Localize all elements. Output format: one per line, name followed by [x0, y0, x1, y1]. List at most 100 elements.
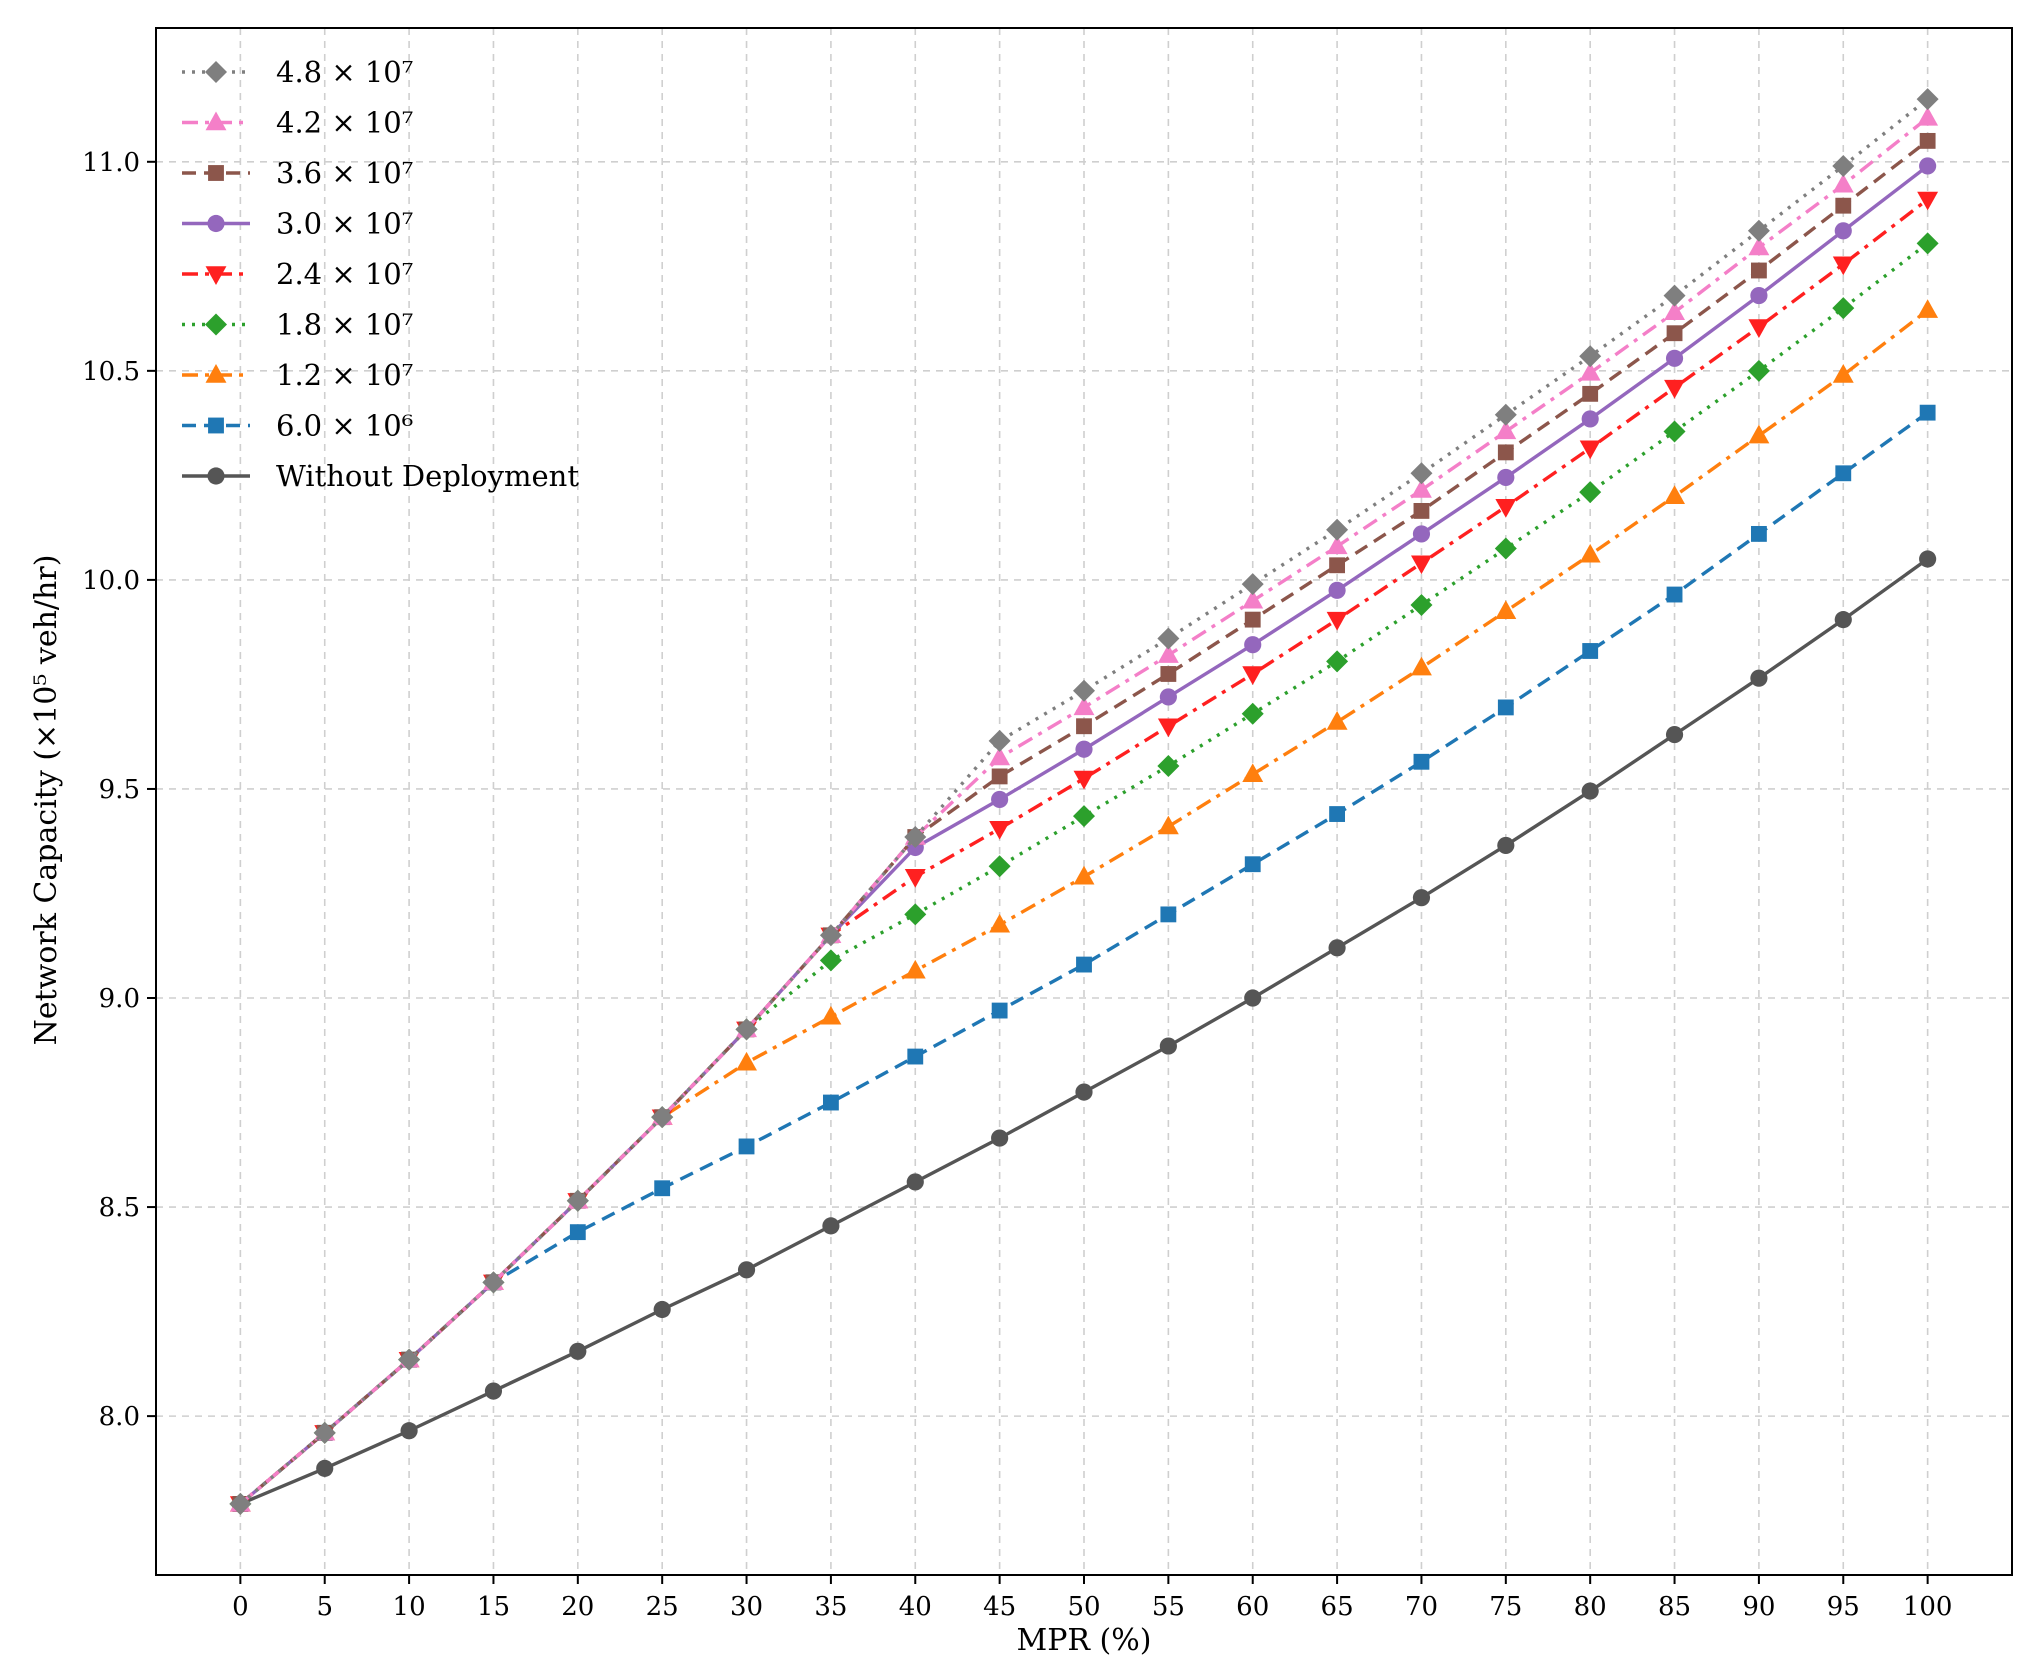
data-point: [1832, 154, 1855, 177]
data-point: [1157, 815, 1179, 835]
data-point: [906, 1173, 924, 1191]
data-point: [1411, 656, 1432, 676]
data-point: [1326, 611, 1348, 631]
x-tick-label: 30: [730, 1592, 763, 1622]
data-point: [1244, 856, 1261, 873]
axis-ticks: 0 5 10 15 20 25 30 35 40 45 50 55 60 65 70 75 80 85 90 95 10…: [82, 148, 1952, 1622]
series-layer: [229, 88, 1939, 1515]
series-0: [229, 88, 1939, 1515]
legend-entry: 1.8 × 10⁷: [182, 308, 413, 342]
data-point: [1750, 669, 1768, 687]
data-point: [1495, 499, 1517, 518]
data-point: [654, 1180, 671, 1197]
legend-entry: 3.6 × 10⁷: [182, 156, 413, 190]
data-point: [1410, 593, 1433, 616]
data-point: [737, 1261, 756, 1279]
data-point: [653, 1300, 671, 1319]
data-point: [991, 1129, 1009, 1147]
data-point: [1073, 865, 1095, 885]
data-point: [1073, 679, 1095, 702]
data-point: [991, 768, 1008, 785]
data-point: [484, 1382, 503, 1400]
data-point: [1495, 420, 1517, 440]
legend-label: 2.4 × 10⁷: [276, 257, 413, 291]
legend-marker: [208, 417, 224, 434]
data-point: [1157, 754, 1180, 777]
data-point: [1328, 581, 1346, 599]
legend-label: 4.2 × 10⁷: [276, 106, 413, 140]
data-point: [1750, 525, 1767, 542]
data-point: [1916, 232, 1939, 255]
legend-entry: 3.0 × 10⁷: [182, 207, 413, 241]
data-point: [1582, 643, 1599, 659]
data-point: [1832, 297, 1855, 320]
data-point: [1666, 325, 1683, 342]
data-point: [1073, 696, 1095, 716]
legend-entry: 6.0 × 10⁶: [182, 409, 413, 443]
data-point: [904, 869, 926, 888]
data-point: [229, 1492, 252, 1515]
data-point: [820, 1005, 842, 1025]
data-point: [1834, 222, 1852, 240]
legend-label: 1.8 × 10⁷: [276, 308, 413, 342]
data-point: [1832, 256, 1854, 276]
legend-label: 3.0 × 10⁷: [276, 207, 413, 241]
data-point: [1917, 106, 1939, 126]
legend-entry: 2.4 × 10⁷: [182, 257, 413, 291]
data-point: [1832, 173, 1854, 193]
grid: [156, 28, 2012, 1575]
data-point: [1073, 770, 1095, 790]
x-tick-label: 70: [1405, 1592, 1438, 1622]
data-point: [904, 826, 927, 849]
x-tick-label: 35: [814, 1592, 847, 1622]
data-point: [1916, 88, 1939, 111]
data-point: [736, 1051, 757, 1071]
legend-marker: [205, 61, 227, 83]
data-point: [1076, 718, 1092, 735]
data-point: [1159, 688, 1177, 706]
y-tick-label: 10.0: [82, 566, 140, 596]
legend-marker: [208, 165, 224, 181]
data-point: [651, 1106, 674, 1129]
x-tick-label: 5: [316, 1592, 333, 1622]
data-point: [1411, 555, 1432, 575]
data-point: [1748, 319, 1770, 338]
data-point: [1579, 481, 1602, 504]
data-point: [1329, 806, 1346, 822]
data-point: [1076, 956, 1092, 973]
x-tick-label: 65: [1321, 1592, 1354, 1622]
data-point: [1832, 364, 1854, 383]
data-point: [1157, 644, 1179, 663]
data-point: [398, 1348, 421, 1371]
series-line: [239, 97, 1929, 1506]
legend-marker: [205, 313, 227, 336]
data-point: [1410, 462, 1433, 485]
legend-entry: 4.8 × 10⁷: [182, 55, 413, 89]
legend-label: 6.0 × 10⁶: [276, 409, 413, 443]
data-point: [1160, 906, 1177, 923]
data-point: [1241, 573, 1264, 596]
data-point: [1582, 385, 1599, 402]
data-point: [1160, 666, 1177, 682]
data-point: [1326, 535, 1348, 555]
data-point: [822, 1217, 840, 1235]
data-point: [1748, 236, 1770, 256]
data-point: [1579, 440, 1601, 460]
data-point: [1664, 301, 1685, 321]
data-point: [819, 924, 842, 947]
data-point: [1242, 666, 1264, 685]
data-point: [1073, 805, 1095, 828]
y-tick-label: 11.0: [82, 148, 140, 178]
legend-entry: 1.2 × 10⁷: [182, 358, 413, 392]
data-point: [1747, 219, 1770, 242]
x-tick-label: 40: [899, 1592, 932, 1622]
data-point: [904, 903, 927, 926]
data-point: [991, 790, 1009, 808]
data-point: [1665, 726, 1684, 744]
data-point: [1835, 197, 1852, 214]
data-point: [1663, 420, 1686, 443]
data-point: [1750, 262, 1767, 279]
data-point: [1329, 557, 1346, 574]
data-point: [1497, 444, 1514, 461]
